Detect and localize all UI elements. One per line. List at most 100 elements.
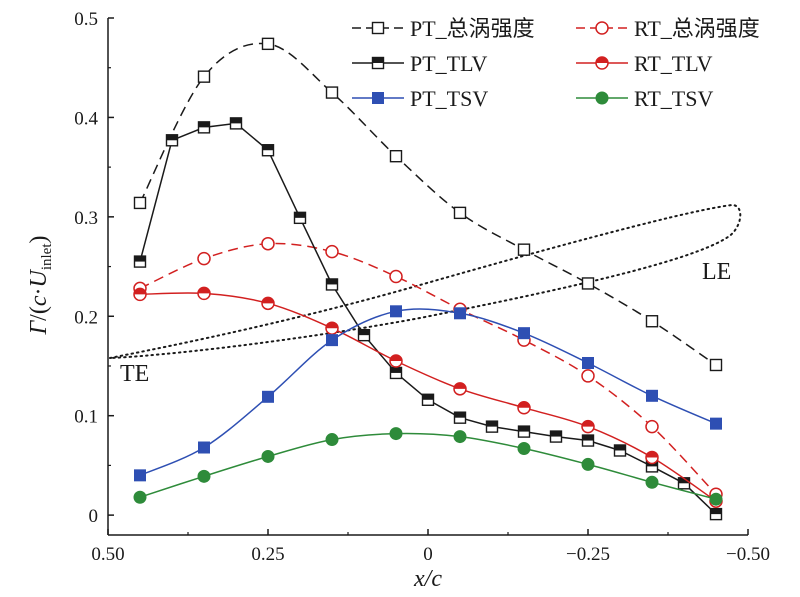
legend-item-1: RT_总涡强度 <box>576 16 760 41</box>
data-point <box>262 390 274 403</box>
y-label-dot: · <box>26 288 52 296</box>
y-tick-label: 0.1 <box>74 407 98 428</box>
x-tick-label: −0.50 <box>726 544 770 565</box>
data-point <box>645 419 659 434</box>
blade-profile-outline <box>109 203 742 359</box>
y-label-mid: /( <box>26 306 52 321</box>
data-point <box>710 417 722 430</box>
data-point <box>390 305 402 318</box>
data-point <box>261 296 275 311</box>
y-label-subscript: inlet <box>39 243 55 270</box>
y-tick-label: 0 <box>89 506 99 527</box>
data-point <box>197 121 211 134</box>
series-line <box>139 308 717 476</box>
data-point <box>453 411 467 424</box>
data-point <box>389 269 403 284</box>
legend: PT_总涡强度 RT_总涡强度 PT_TLV RT_TLV PT_TSV RT_TSV <box>352 16 760 111</box>
data-point <box>293 211 307 225</box>
x-tick-label: 0.25 <box>251 544 284 565</box>
data-point <box>133 196 147 210</box>
legend-label: PT_TSV <box>410 86 488 111</box>
data-point <box>709 492 723 506</box>
data-point <box>517 425 531 438</box>
data-point <box>549 430 563 443</box>
data-point <box>325 433 339 447</box>
data-point <box>646 389 658 402</box>
x-tick-label: 0.50 <box>91 544 124 565</box>
legend-item-0: PT_总涡强度 <box>352 16 535 41</box>
data-point <box>133 255 147 268</box>
data-point <box>518 327 530 340</box>
data-point <box>581 419 595 434</box>
data-point <box>325 321 339 335</box>
data-point <box>517 243 531 256</box>
data-point <box>517 400 531 415</box>
data-point <box>581 457 595 471</box>
legend-marker <box>372 92 384 104</box>
data-point <box>581 277 595 290</box>
legend-label: PT_总涡强度 <box>410 16 535 41</box>
legend-label: RT_TLV <box>634 51 713 76</box>
data-point <box>357 328 371 342</box>
legend-marker <box>371 56 385 70</box>
data-point <box>709 507 723 521</box>
data-point <box>709 358 723 372</box>
x-tick-label: −0.25 <box>566 544 610 565</box>
data-point <box>389 354 403 368</box>
data-point <box>198 441 210 454</box>
data-point <box>197 286 211 301</box>
y-tick-label: 0.2 <box>74 307 98 328</box>
series-0 <box>133 37 723 372</box>
legend-item-4: PT_TSV <box>352 86 488 111</box>
data-point <box>453 206 467 220</box>
data-point <box>453 382 467 396</box>
y-axis-label: Γ/(c·Uinlet) <box>26 236 55 336</box>
series-line <box>139 292 717 502</box>
data-point <box>613 444 627 457</box>
legend-item-2: PT_TLV <box>352 51 488 76</box>
data-point <box>197 70 211 83</box>
legend-marker <box>595 21 609 35</box>
data-point <box>133 490 147 504</box>
data-point <box>133 287 147 302</box>
annotation-te: TE <box>120 361 149 387</box>
data-point <box>485 420 499 433</box>
data-point <box>677 477 691 490</box>
data-point <box>389 427 403 441</box>
y-tick-label: 0.5 <box>74 9 98 30</box>
y-tick-label: 0.3 <box>74 208 98 229</box>
data-point <box>134 469 146 482</box>
series-1 <box>133 236 723 501</box>
data-point <box>645 475 659 489</box>
y-label-u: U <box>26 269 52 288</box>
series-line <box>139 122 717 515</box>
data-point <box>645 450 659 465</box>
series-4 <box>134 305 722 482</box>
series-3 <box>133 286 723 508</box>
data-point <box>517 442 531 456</box>
legend-item-3: RT_TLV <box>576 51 713 76</box>
x-axis-label: x/c <box>413 566 442 592</box>
data-point <box>197 251 211 266</box>
data-point <box>454 307 466 320</box>
legend-label: RT_TSV <box>634 86 713 111</box>
data-point <box>389 149 403 163</box>
legend-marker <box>371 21 385 35</box>
series-line <box>139 432 717 500</box>
data-point <box>581 434 595 447</box>
data-point <box>261 37 275 51</box>
data-point <box>325 86 339 99</box>
data-point <box>453 430 467 444</box>
legend-label: PT_TLV <box>410 51 488 76</box>
data-point <box>261 236 275 251</box>
y-label-gamma: Γ <box>26 320 52 336</box>
series-line <box>139 242 717 495</box>
legend-marker <box>595 56 609 70</box>
data-point <box>261 144 275 157</box>
data-point <box>165 134 179 147</box>
data-point <box>582 356 594 369</box>
x-tick-label: 0 <box>423 544 433 565</box>
series-2 <box>133 117 723 521</box>
data-point <box>645 315 659 328</box>
